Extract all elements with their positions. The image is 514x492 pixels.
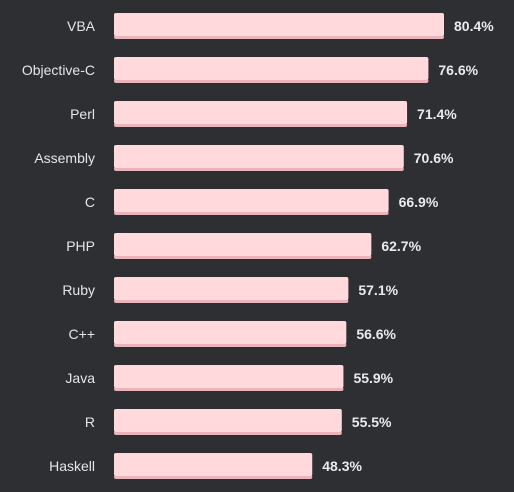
category-label: C++ <box>69 326 95 342</box>
bar <box>114 409 342 432</box>
bar <box>114 57 429 80</box>
category-label: PHP <box>66 238 95 254</box>
category-label: C <box>85 194 95 210</box>
value-label: 66.9% <box>399 194 439 210</box>
value-label: 56.6% <box>356 326 396 342</box>
bar <box>114 233 372 256</box>
category-label: Objective-C <box>22 62 95 78</box>
category-label: R <box>85 414 95 430</box>
category-label: Assembly <box>34 150 95 166</box>
value-label: 76.6% <box>438 62 478 78</box>
bar <box>114 101 408 124</box>
category-label: Perl <box>70 106 95 122</box>
bar <box>114 453 313 476</box>
value-label: 55.9% <box>353 370 393 386</box>
bar <box>114 145 404 168</box>
value-label: 71.4% <box>417 106 457 122</box>
category-label: Java <box>65 370 95 386</box>
category-label: VBA <box>67 18 96 34</box>
bar <box>114 277 349 300</box>
category-label: Haskell <box>49 458 95 474</box>
value-label: 57.1% <box>358 282 398 298</box>
bar <box>114 13 444 36</box>
bar <box>114 365 344 388</box>
value-label: 80.4% <box>454 18 494 34</box>
value-label: 70.6% <box>414 150 454 166</box>
category-label: Ruby <box>62 282 95 298</box>
value-label: 48.3% <box>322 458 362 474</box>
bar <box>114 189 389 212</box>
bar <box>114 321 347 344</box>
value-label: 55.5% <box>352 414 392 430</box>
value-label: 62.7% <box>381 238 421 254</box>
